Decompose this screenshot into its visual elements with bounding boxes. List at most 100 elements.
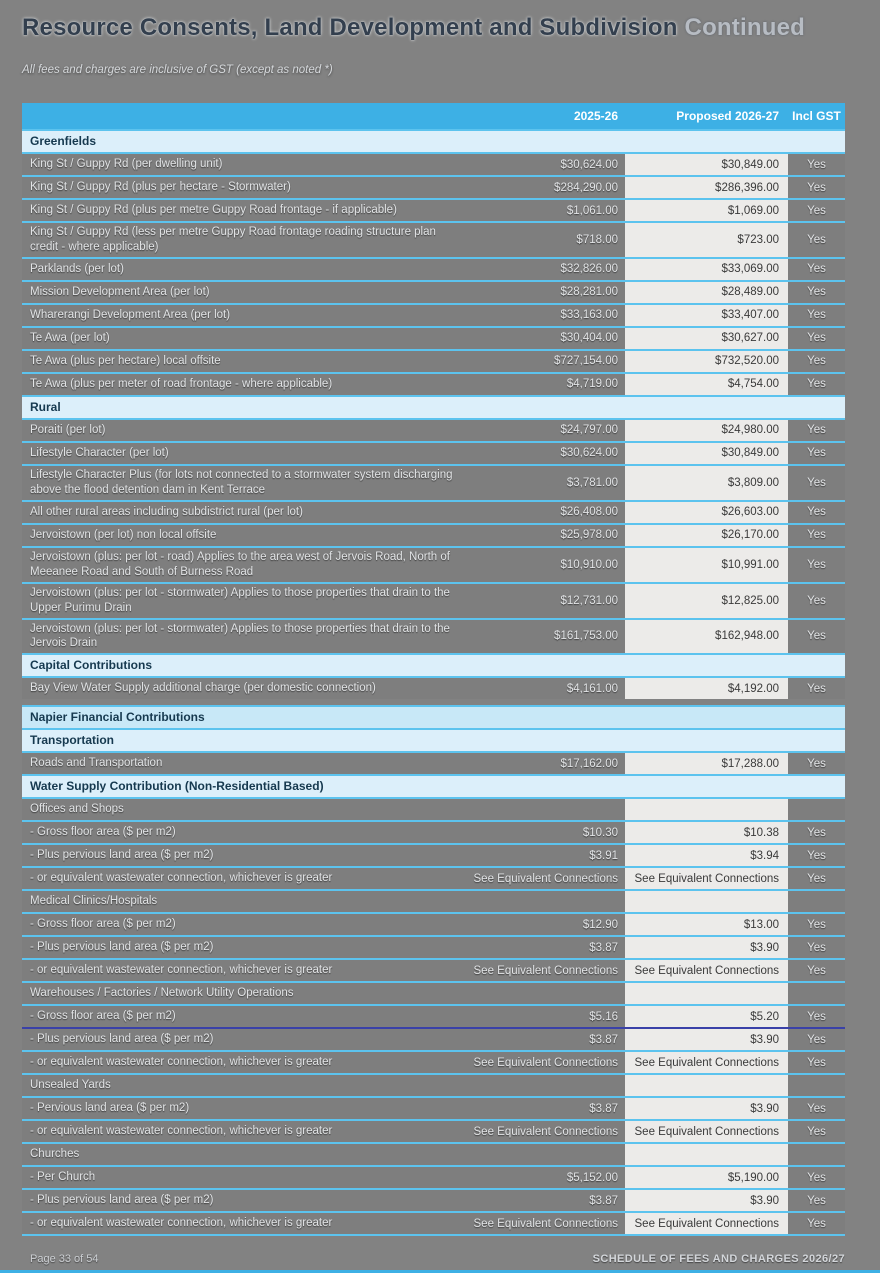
fee-2025-26-value: $3,781.00	[566, 476, 618, 489]
fee-2025-26-value: $161,753.00	[554, 630, 618, 643]
section-title: Water Supply Contribution (Non-Residenti…	[30, 779, 324, 794]
fee-description: Parklands (per lot)	[30, 262, 124, 275]
fee-description: Medical Clinics/Hospitals	[30, 895, 158, 908]
fee-row: - Plus pervious land area ($ per m2) $3.9…	[22, 843, 845, 867]
fee-row: - Per Church $5,152.00 $5,190.00 Yes	[22, 1165, 845, 1189]
fee-row: - Gross floor area ($ per m2) $12.90 $13.0…	[22, 912, 845, 936]
fee-row: King St / Guppy Rd (plus per metre Guppy…	[22, 198, 845, 221]
column-header-proposed-2026-27: Proposed 2026-27	[676, 109, 779, 123]
incl-gst-value: Yes	[807, 964, 826, 977]
fee-proposed-2026-27-value: $5.20	[625, 1006, 788, 1028]
fee-row: Bay View Water Supply additional charge …	[22, 676, 845, 700]
column-header-2025-26: 2025-26	[573, 109, 618, 123]
fee-row: Mission Development Area (per lot) $28,28…	[22, 279, 845, 303]
fee-description: Te Awa (plus per meter of road frontage …	[30, 377, 333, 390]
incl-gst-value: Yes	[807, 286, 826, 299]
incl-gst-value: Yes	[807, 872, 826, 885]
incl-gst-value: Yes	[807, 1056, 826, 1069]
fee-description: - or equivalent wastewater connection, w…	[30, 1125, 333, 1138]
fee-description: Jervoistown (per lot) non local offsite	[30, 528, 217, 541]
fee-description: King St / Guppy Rd (plus per hectare - S…	[30, 181, 291, 194]
fee-2025-26-value: $30,624.00	[560, 447, 618, 460]
fee-2025-26-value: $718.00	[576, 233, 618, 246]
fee-description: Churches	[30, 1148, 80, 1161]
incl-gst-value: Yes	[807, 682, 826, 695]
page-title-continued: Continued	[684, 14, 805, 41]
fee-proposed-2026-27-value: $26,170.00	[625, 524, 788, 546]
page-title-text: Resource Consents, Land Development and …	[22, 14, 678, 41]
fee-proposed-2026-27-value: See Equivalent Connections	[625, 1213, 788, 1235]
incl-gst-value: Yes	[807, 918, 826, 931]
fee-description: Mission Development Area (per lot)	[30, 285, 210, 298]
incl-gst-value: Yes	[807, 424, 826, 437]
subsection-row: Unsealed Yards	[22, 1073, 845, 1097]
fee-2025-26-value: See Equivalent Connections	[473, 964, 619, 977]
fee-description: - Gross floor area ($ per m2)	[30, 918, 176, 931]
fee-description: - or equivalent wastewater connection, w…	[30, 1056, 333, 1069]
fee-row: - or equivalent wastewater connection, w…	[22, 1119, 845, 1143]
incl-gst-value: Yes	[807, 378, 826, 391]
page-number: Page 33 of 54	[30, 1253, 99, 1265]
incl-gst-value: Yes	[807, 506, 826, 519]
fee-2025-26-value: $25,978.00	[560, 529, 618, 542]
incl-gst-value: Yes	[807, 594, 826, 607]
incl-gst-value: Yes	[807, 529, 826, 542]
incl-gst-value: Yes	[807, 630, 826, 643]
fee-row: - or equivalent wastewater connection, w…	[22, 1211, 845, 1235]
fee-2025-26-value: $10,910.00	[560, 558, 618, 571]
incl-gst-value: Yes	[807, 476, 826, 489]
fee-proposed-2026-27-value: $10.38	[625, 822, 788, 844]
fee-2025-26-value	[466, 799, 625, 820]
fee-description: - Gross floor area ($ per m2)	[30, 1010, 176, 1023]
fee-description: Lifestyle Character (per lot)	[30, 446, 169, 459]
fee-row: - Plus pervious land area ($ per m2) $3.8…	[22, 935, 845, 959]
fees-table-body: Greenfields King St / Guppy Rd (per dwell…	[22, 129, 845, 1235]
fee-2025-26-value	[466, 891, 625, 912]
fee-2025-26-value: $284,290.00	[554, 181, 618, 194]
fee-description: Roads and Transportation	[30, 757, 163, 770]
fee-2025-26-value: See Equivalent Connections	[473, 1125, 619, 1138]
fee-proposed-2026-27-value: $30,849.00	[625, 154, 788, 175]
incl-gst-value: Yes	[807, 1217, 826, 1230]
fee-proposed-2026-27-value: $4,754.00	[625, 373, 788, 395]
fee-proposed-2026-27-value: $28,489.00	[625, 281, 788, 303]
fee-row: Jervoistown (per lot) non local offsite $…	[22, 522, 845, 546]
fee-description: Warehouses / Factories / Network Utility…	[30, 987, 294, 1000]
incl-gst-value: Yes	[807, 757, 826, 770]
fee-row: - Plus pervious land area ($ per m2) $3.8…	[22, 1188, 845, 1212]
fee-description: Lifestyle Character Plus (for lots not c…	[30, 468, 453, 496]
section-title: Transportation	[30, 733, 115, 748]
fee-2025-26-value: $1,061.00	[566, 204, 618, 217]
gst-note: All fees and charges are inclusive of GS…	[22, 64, 333, 76]
fee-2025-26-value: $5,152.00	[566, 1171, 618, 1184]
incl-gst-value: Yes	[807, 558, 826, 571]
fee-proposed-2026-27-value: $732,520.00	[625, 350, 788, 372]
section-header-row: Water Supply Contribution (Non-Residenti…	[22, 774, 845, 798]
fee-2025-26-value: $3.87	[589, 1033, 618, 1046]
fee-row: Parklands (per lot) $32,826.00 $33,069.00 Y…	[22, 256, 845, 280]
fee-proposed-2026-27-value: $33,069.00	[625, 258, 788, 280]
fee-proposed-2026-27-value: See Equivalent Connections	[625, 1121, 788, 1143]
fee-2025-26-value: $26,408.00	[560, 506, 618, 519]
fee-proposed-2026-27-value: $723.00	[625, 223, 788, 257]
fee-description: Wharerangi Development Area (per lot)	[30, 308, 231, 321]
incl-gst-value: Yes	[807, 204, 826, 217]
section-header-row: Transportation	[22, 728, 845, 752]
subsection-row: Offices and Shops	[22, 797, 845, 821]
fee-proposed-2026-27-value: See Equivalent Connections	[625, 868, 788, 890]
fee-description: - Plus pervious land area ($ per m2)	[30, 941, 214, 954]
subsection-row: Medical Clinics/Hospitals	[22, 889, 845, 913]
fee-row: All other rural areas including subdistr…	[22, 499, 845, 523]
incl-gst-value: Yes	[807, 1010, 826, 1023]
fee-description: - Gross floor area ($ per m2)	[30, 826, 176, 839]
fee-proposed-2026-27-value: $3.90	[625, 937, 788, 959]
incl-gst-value: Yes	[807, 849, 826, 862]
fee-proposed-2026-27-value: $1,069.00	[625, 200, 788, 221]
fee-row: Te Awa (plus per meter of road frontage …	[22, 371, 845, 395]
fee-description: King St / Guppy Rd (per dwelling unit)	[30, 158, 223, 171]
fee-proposed-2026-27-value: $17,288.00	[625, 753, 788, 775]
fee-description: - or equivalent wastewater connection, w…	[30, 1217, 333, 1230]
fee-2025-26-value: $3.87	[589, 941, 618, 954]
fee-2025-26-value: $12,731.00	[560, 594, 618, 607]
incl-gst-value: Yes	[807, 1033, 826, 1046]
